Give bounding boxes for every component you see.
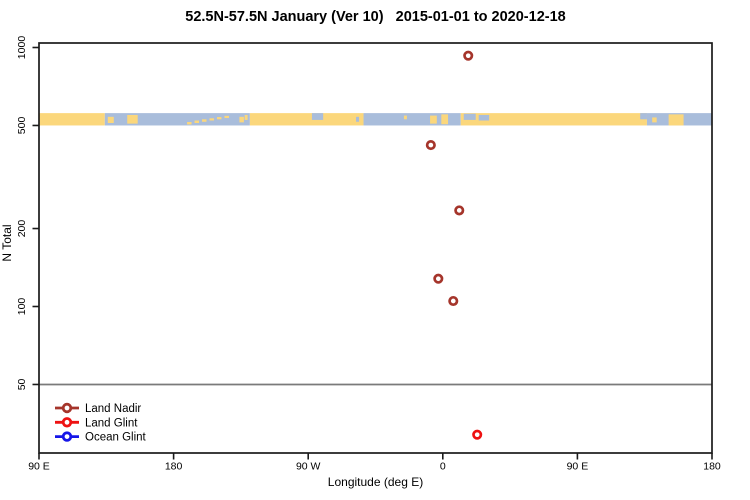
band-patch-ocean — [311, 113, 324, 120]
band-patch-land — [224, 115, 229, 119]
x-tick-label: 90 W — [296, 461, 321, 473]
x-tick-label: 180 — [703, 461, 721, 473]
y-tick-label: 50 — [16, 378, 28, 390]
y-tick-label: 100 — [16, 298, 28, 316]
band-patch-ocean — [478, 114, 490, 121]
band-patch-land — [244, 114, 248, 120]
band-patch-land — [430, 115, 437, 124]
band-segment-land — [460, 113, 647, 126]
legend-label: Land Nadir — [85, 403, 141, 415]
band-patch-land — [107, 116, 114, 123]
x-tick-label: 0 — [440, 461, 446, 473]
band-patch-land — [403, 115, 407, 120]
band-patch-ocean — [640, 113, 647, 120]
band-patch-land — [441, 114, 449, 125]
band-patch-land — [187, 122, 192, 125]
band-patch-ocean — [356, 116, 360, 122]
x-tick-label: 90 E — [28, 461, 50, 473]
y-axis-label: N Total — [0, 224, 14, 261]
data-point-land-nadir — [454, 205, 465, 216]
band-patch-land — [216, 117, 222, 120]
data-point-land-nadir — [463, 50, 474, 61]
chart-title: 52.5N-57.5N January (Ver 10) 2015-01-01 … — [185, 9, 566, 25]
plot-border — [38, 42, 713, 454]
data-point-land-glint — [472, 429, 483, 440]
band-patch-land — [668, 114, 684, 126]
band-patch-land — [202, 119, 207, 122]
band-patch-ocean — [463, 113, 476, 120]
legend-symbol-1 — [61, 417, 73, 428]
band-patch-land — [209, 118, 214, 121]
band-patch-land — [239, 116, 244, 123]
y-tick-label: 500 — [16, 117, 28, 135]
legend-symbol-2 — [61, 431, 73, 442]
legend-label: Land Glint — [85, 417, 138, 429]
band-segment-land — [249, 113, 364, 126]
band-patch-land — [194, 120, 200, 123]
x-tick-label: 90 E — [567, 461, 589, 473]
band-patch-land — [127, 114, 138, 124]
data-point-land-nadir — [433, 273, 444, 284]
data-point-land-nadir — [425, 140, 436, 151]
band-patch-land — [652, 117, 657, 123]
band-segment-land — [39, 113, 105, 126]
band-segment-ocean — [104, 113, 250, 126]
x-tick-label: 180 — [165, 461, 183, 473]
y-tick-label: 1000 — [16, 36, 28, 60]
data-point-land-nadir — [448, 295, 459, 307]
legend-label: Ocean Glint — [85, 432, 147, 444]
y-tick-label: 200 — [16, 220, 28, 238]
x-axis-label: Longitude (deg E) — [327, 475, 424, 489]
legend-symbol-0 — [61, 402, 73, 414]
